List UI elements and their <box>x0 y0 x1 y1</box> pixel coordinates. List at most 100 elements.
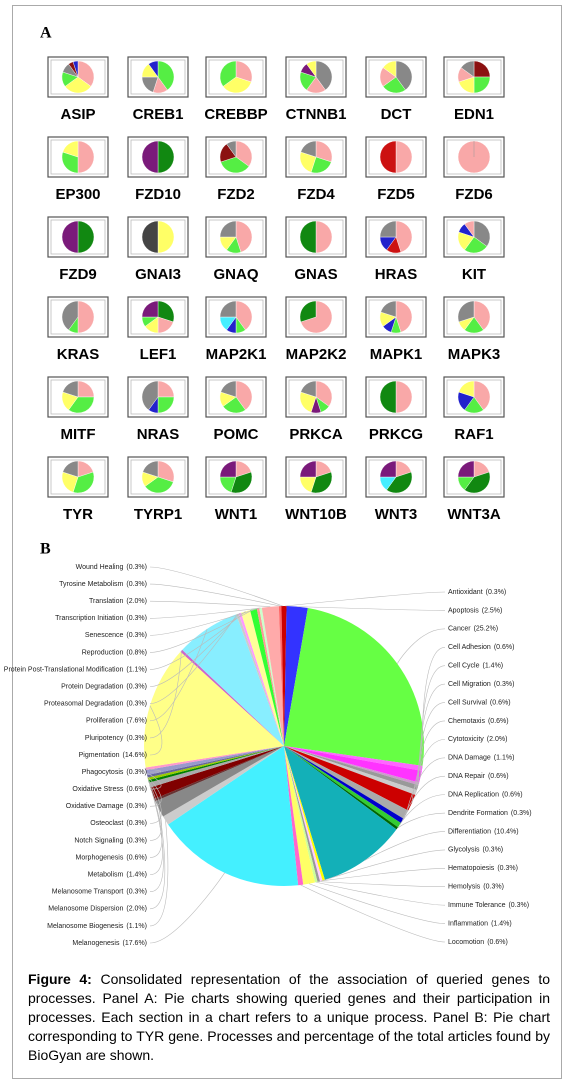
pie-slice <box>155 746 284 817</box>
process-label: Cell Survival <box>448 699 487 706</box>
gene-label: PRKCA <box>289 426 343 443</box>
pie-slice <box>61 151 79 174</box>
leader-line <box>318 881 446 888</box>
pie-slice <box>380 300 397 318</box>
pie-slice <box>315 60 333 91</box>
pie-slice <box>64 76 92 94</box>
leader-line <box>421 646 446 769</box>
process-label: Morphogenesis <box>76 854 124 861</box>
leader-line <box>405 757 446 815</box>
gene-box-inner <box>368 219 424 255</box>
gene-label: WNT1 <box>215 506 258 523</box>
process-label: Osteoclast <box>90 820 123 827</box>
pie-slice <box>220 380 237 398</box>
pie-slice <box>235 140 253 167</box>
gene-box-inner <box>368 459 424 495</box>
pie-slice <box>284 746 304 886</box>
process-label: Antioxidant <box>448 589 483 596</box>
pie-slice <box>278 606 284 746</box>
pie-slice <box>220 156 250 174</box>
leader-line <box>149 607 261 619</box>
gene-box-inner <box>208 219 264 255</box>
pie-slice <box>299 220 317 254</box>
pie-slice <box>147 746 284 778</box>
value-label: (0.8%) <box>126 649 147 656</box>
leader-line <box>147 776 162 807</box>
gene-box-inner <box>446 139 502 175</box>
value-label: (0.6%) <box>126 786 147 793</box>
gene-label: GNAS <box>294 266 337 283</box>
leader-line <box>300 884 446 943</box>
value-label: (0.3%) <box>126 564 147 571</box>
leader-line <box>323 849 446 881</box>
leader-line <box>149 583 281 607</box>
pie-slice <box>284 746 422 783</box>
leader-line <box>397 812 446 829</box>
gene-box-inner <box>50 59 106 95</box>
pie-slice <box>284 746 423 771</box>
pie-slice <box>281 606 284 746</box>
process-label: Differentiation <box>448 828 491 835</box>
pie-slice <box>235 60 253 83</box>
process-label: Notch Signaling <box>74 837 123 844</box>
panel-label: B <box>40 541 51 558</box>
process-label: Proteasomal Degradation <box>44 701 123 708</box>
figure: A B ASIP CREB1 CREBBP CTNNB1 DCT EDN1 EP300 FZD… <box>4 25 532 947</box>
value-label: (1.1%) <box>494 755 515 762</box>
gene-label: MAP2K1 <box>206 346 267 363</box>
gene-label: KRAS <box>57 346 100 363</box>
pie-slice <box>379 220 397 238</box>
pie-slice <box>284 746 320 882</box>
pie-slice <box>157 460 175 483</box>
gene-box-inner <box>208 459 264 495</box>
gene-label: LEF1 <box>140 346 177 363</box>
pie-slice <box>284 746 417 795</box>
gene-box-inner <box>288 219 344 255</box>
gene-label: FZD9 <box>59 266 97 283</box>
value-label: (2.0%) <box>487 736 508 743</box>
gene-label: WNT10B <box>285 506 347 523</box>
process-label: Cell Migration <box>448 681 491 688</box>
pie-slice <box>141 300 159 318</box>
pie-slice <box>299 460 317 478</box>
pie-slice <box>284 746 398 830</box>
pie-slice <box>61 220 79 254</box>
pie-slice <box>315 140 333 163</box>
pie-slice <box>226 140 237 158</box>
pie-slice <box>395 300 413 333</box>
pie-slice <box>464 220 475 238</box>
gene-box-inner <box>50 459 106 495</box>
value-label: (17.6%) <box>122 940 147 947</box>
pie-slice <box>148 746 284 788</box>
value-label: (0.3%) <box>126 837 147 844</box>
gene-label: TYRP1 <box>134 506 182 523</box>
pie-slice <box>163 746 284 825</box>
pie-slice <box>145 746 284 771</box>
gene-label: FZD5 <box>377 186 415 203</box>
gene-label: CTNNB1 <box>286 106 347 123</box>
pie-slice <box>157 220 175 254</box>
pie-slice <box>457 300 475 323</box>
gene-box-inner <box>130 459 186 495</box>
gene-label: FZD2 <box>217 186 255 203</box>
process-label: Melanosome Dispersion <box>48 906 123 913</box>
gene-box-inner <box>208 59 264 95</box>
pie-slice <box>473 380 491 411</box>
panel-label: A <box>40 25 52 42</box>
process-label: Cytotoxicity <box>448 736 484 743</box>
gene-box-inner <box>50 379 106 415</box>
pie-slice <box>284 746 316 885</box>
pie-slice <box>62 460 79 478</box>
process-label: Chemotaxis <box>448 718 485 725</box>
leader-line <box>149 808 166 910</box>
pie-slice <box>315 380 333 407</box>
pie-slice <box>77 60 95 87</box>
pie-slice <box>62 380 79 398</box>
pie-slice <box>300 380 317 398</box>
pie-slice <box>157 140 175 174</box>
gene-box-inner <box>368 379 424 415</box>
pie-slice <box>284 606 287 746</box>
leader-line <box>145 768 162 773</box>
value-label: (1.1%) <box>126 923 147 930</box>
pie-slice <box>395 140 413 174</box>
